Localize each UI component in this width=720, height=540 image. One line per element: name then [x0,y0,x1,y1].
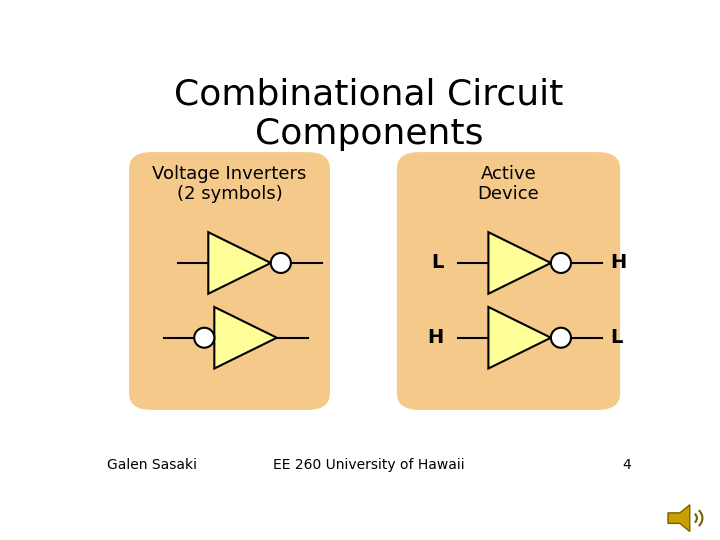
Text: L: L [431,253,444,273]
Ellipse shape [551,253,571,273]
Polygon shape [488,307,551,368]
Text: H: H [428,328,444,347]
FancyBboxPatch shape [397,152,620,410]
Polygon shape [488,232,551,294]
Text: Combinational Circuit
Components: Combinational Circuit Components [174,77,564,151]
Polygon shape [208,232,271,294]
Text: Galen Sasaki: Galen Sasaki [107,458,197,472]
Ellipse shape [194,328,215,348]
FancyBboxPatch shape [129,152,330,410]
Text: Active
Device: Active Device [477,165,539,204]
Text: EE 260 University of Hawaii: EE 260 University of Hawaii [273,458,465,472]
Polygon shape [215,307,276,368]
Text: Voltage Inverters
(2 symbols): Voltage Inverters (2 symbols) [153,165,307,204]
Text: 4: 4 [623,458,631,472]
Polygon shape [668,505,690,531]
Text: H: H [610,253,626,273]
Text: L: L [610,328,622,347]
Ellipse shape [271,253,291,273]
Ellipse shape [551,328,571,348]
